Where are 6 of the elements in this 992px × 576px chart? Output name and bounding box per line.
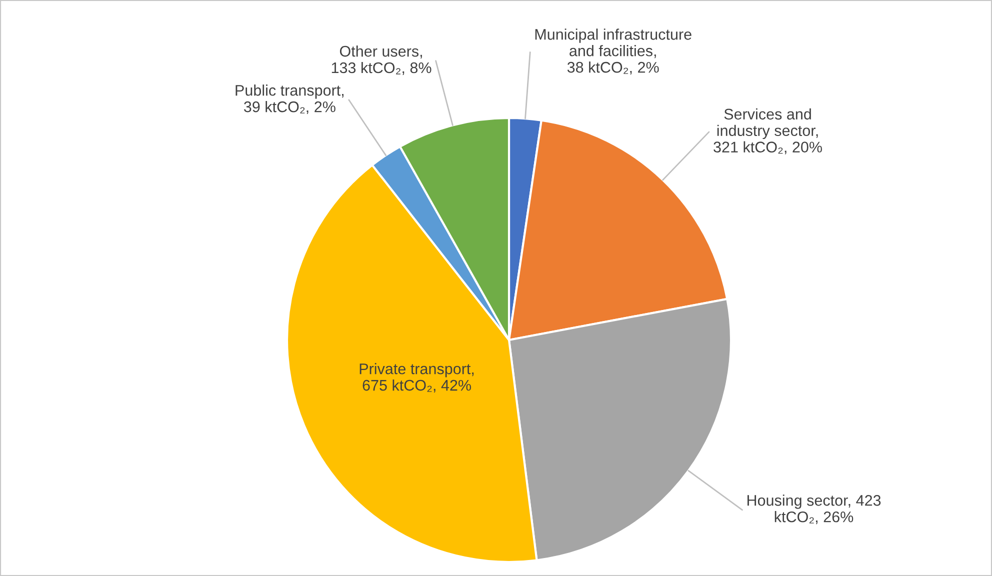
slice-label: Other users, 133 ktCO₂, 8% (332, 45, 432, 75)
slice-label: Services and industry sector, 321 ktCO₂, 20% (714, 108, 822, 154)
slice-label: Private transport, 675 ktCO₂, 42% (360, 363, 474, 393)
slice-label: Housing sector, 423 ktCO₂, 26% (748, 494, 881, 524)
slice-label: Municipal infrastructure and facilities, 38 ktCO₂, 2% (535, 28, 692, 75)
slice-label: Public transport, 39 ktCO₂, 2% (236, 84, 344, 114)
